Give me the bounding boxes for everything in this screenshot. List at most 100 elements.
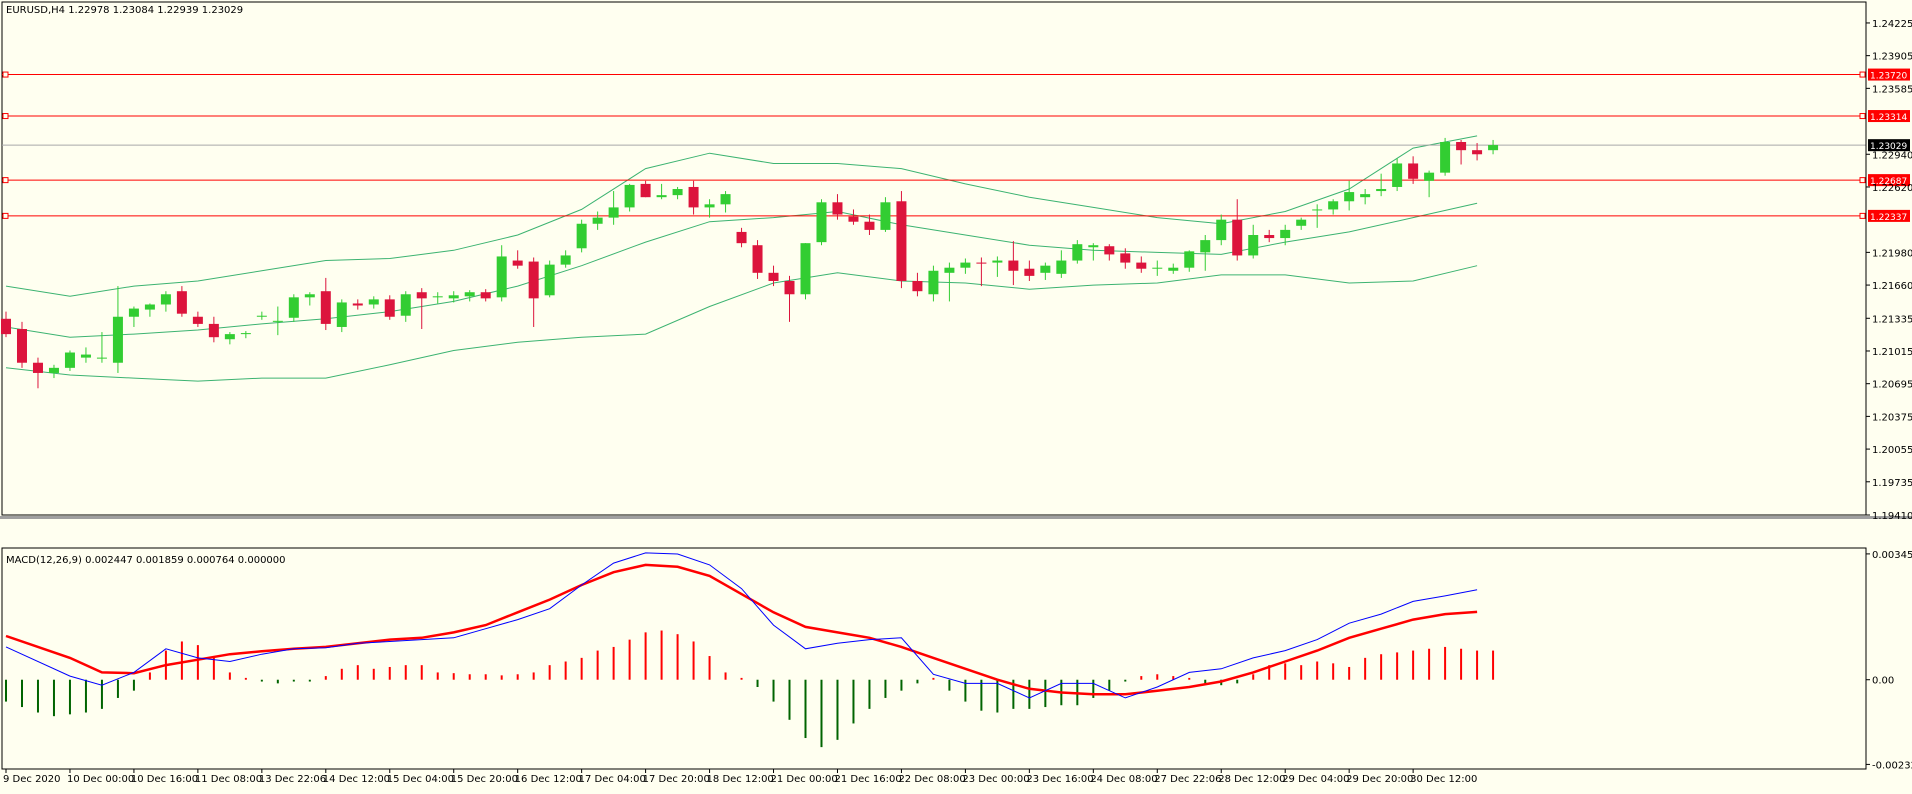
price-axis-label: 1.21015: [1872, 347, 1912, 358]
time-axis-label: 30 Dec 12:00: [1410, 774, 1477, 785]
level-price-tag-label: 1.23314: [1870, 113, 1907, 123]
level-price-tag-label: 1.22337: [1870, 213, 1907, 223]
line-anchor-handle[interactable]: [1859, 71, 1866, 78]
time-axis-label: 11 Dec 08:00: [195, 774, 262, 785]
bear-candle: [784, 280, 795, 295]
bull-candle: [704, 204, 715, 208]
bull-candle: [1344, 192, 1355, 202]
bear-candle: [1408, 163, 1419, 179]
bull-candle: [656, 195, 667, 198]
bull-candle: [400, 294, 411, 316]
bear-candle: [736, 231, 747, 244]
bear-candle: [848, 216, 859, 222]
bull-candle: [1280, 229, 1291, 239]
line-anchor-handle[interactable]: [2, 71, 9, 78]
bear-candle: [320, 291, 331, 324]
bull-candle: [1248, 234, 1259, 256]
bull-candle: [800, 243, 811, 295]
price-axis-label: 1.19410: [1872, 511, 1912, 522]
bull-candle: [1440, 142, 1451, 173]
line-anchor-handle[interactable]: [1859, 177, 1866, 184]
time-axis-label: 17 Dec 04:00: [579, 774, 646, 785]
price-axis-label: 1.24225: [1872, 19, 1912, 30]
bull-candle: [64, 352, 75, 368]
bull-candle: [560, 255, 571, 265]
level-price-tag: [1868, 68, 1910, 81]
bull-candle: [1328, 201, 1339, 210]
bull-candle: [160, 294, 171, 305]
bull-candle: [944, 267, 955, 273]
bull-candle: [432, 296, 443, 298]
bull-candle: [288, 297, 299, 318]
bear-candle: [1456, 142, 1467, 151]
bear-candle: [688, 186, 699, 208]
price-axis-label: 1.21335: [1872, 314, 1912, 325]
bull-candle: [992, 260, 1003, 263]
bull-candle: [1168, 267, 1179, 271]
time-axis-label: 10 Dec 16:00: [131, 774, 198, 785]
bull-candle: [576, 223, 587, 249]
level-price-tag: [1868, 110, 1910, 123]
line-anchor-handle[interactable]: [1859, 113, 1866, 120]
line-anchor-handle[interactable]: [2, 177, 9, 184]
bull-candle: [336, 302, 347, 327]
bull-candle: [1072, 244, 1083, 261]
bear-candle: [912, 280, 923, 292]
bear-candle: [416, 292, 427, 299]
time-axis-label: 21 Dec 00:00: [771, 774, 838, 785]
bull-candle: [544, 264, 555, 296]
time-axis-label: 29 Dec 04:00: [1282, 774, 1349, 785]
line-anchor-handle[interactable]: [2, 113, 9, 120]
price-axis-label: 1.20055: [1872, 445, 1912, 456]
bull-candle: [224, 334, 235, 340]
bull-candle: [256, 315, 267, 317]
bear-candle: [208, 323, 219, 338]
bull-candle: [80, 354, 91, 358]
bull-candle: [1312, 209, 1323, 211]
line-anchor-handle[interactable]: [1859, 212, 1866, 219]
bull-candle: [464, 292, 475, 297]
time-axis-label: 23 Dec 16:00: [1026, 774, 1093, 785]
bull-candle: [928, 270, 939, 295]
bear-candle: [352, 303, 363, 306]
bull-candle: [720, 194, 731, 205]
time-axis-label: 16 Dec 12:00: [515, 774, 582, 785]
bull-candle: [368, 299, 379, 305]
price-axis-label: 1.23585: [1872, 84, 1912, 95]
pane-separator[interactable]: [0, 516, 1912, 519]
bull-candle: [960, 262, 971, 268]
bull-candle: [272, 320, 283, 322]
time-axis-label: 9 Dec 2020: [3, 774, 61, 785]
price-axis-label: 1.22620: [1872, 183, 1912, 194]
level-price-tag: [1868, 209, 1910, 222]
bull-candle: [448, 295, 459, 299]
bull-candle: [128, 308, 139, 317]
bear-candle: [976, 262, 987, 264]
price-axis-label: 1.20375: [1872, 412, 1912, 423]
time-axis-label: 23 Dec 00:00: [962, 774, 1029, 785]
bull-candle: [1376, 189, 1387, 192]
time-axis-label: 15 Dec 20:00: [451, 774, 518, 785]
bull-candle: [96, 357, 107, 359]
line-anchor-handle[interactable]: [2, 212, 9, 219]
bull-candle: [496, 256, 507, 298]
level-price-tag-label: 1.23720: [1870, 72, 1907, 82]
bear-candle: [768, 272, 779, 281]
macd-info-label: MACD(12,26,9) 0.002447 0.001859 0.000764…: [6, 555, 286, 566]
level-price-tag: [1868, 174, 1910, 187]
time-axis-label: 29 Dec 20:00: [1346, 774, 1413, 785]
price-axis-label: 1.21660: [1872, 281, 1912, 292]
bull-candle: [1200, 240, 1211, 253]
bear-candle: [16, 329, 27, 363]
time-axis-label: 27 Dec 22:06: [1154, 774, 1221, 785]
bollinger-upper-band: [5, 135, 1478, 297]
bear-candle: [1472, 150, 1483, 155]
price-axis-label: 1.23905: [1872, 52, 1912, 63]
bull-candle: [112, 316, 123, 363]
bull-candle: [48, 367, 59, 373]
bear-candle: [176, 291, 187, 314]
bollinger-middle-band: [5, 202, 1478, 338]
